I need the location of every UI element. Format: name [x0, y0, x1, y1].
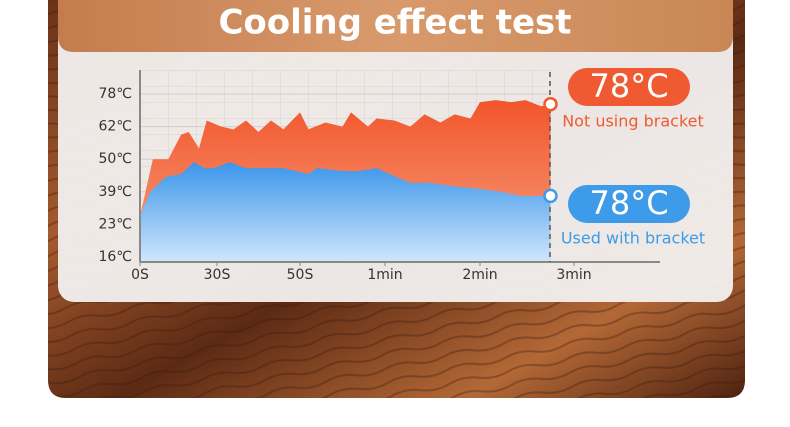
- end-point: [543, 96, 558, 112]
- area: [140, 162, 551, 262]
- y-tick-label: 78℃: [98, 86, 132, 102]
- x-tick-label: 50S: [287, 267, 314, 283]
- x-tick-label: 0S: [131, 267, 149, 283]
- title-bar: [58, 0, 733, 52]
- end-point: [543, 188, 558, 204]
- y-tick-label: 23℃: [98, 216, 132, 232]
- legend-label: Not using bracket: [562, 112, 704, 131]
- x-tick-label: 30S: [204, 267, 231, 283]
- y-tick-label: 62℃: [98, 119, 132, 135]
- x-tick-label: 2min: [462, 267, 497, 283]
- x-tick-label: 3min: [556, 267, 591, 283]
- y-tick-label: 50℃: [98, 151, 132, 167]
- badge: [568, 68, 690, 106]
- y-tick-label: 16℃: [98, 249, 132, 265]
- chart-title: Cooling effect test: [218, 3, 571, 43]
- badge: [568, 185, 690, 223]
- legend-label: Used with bracket: [561, 229, 705, 248]
- badge-label: 78°C: [589, 184, 668, 222]
- badge-label: 78°C: [589, 67, 668, 105]
- x-tick-label: 1min: [367, 267, 402, 283]
- y-tick-label: 39℃: [98, 184, 132, 200]
